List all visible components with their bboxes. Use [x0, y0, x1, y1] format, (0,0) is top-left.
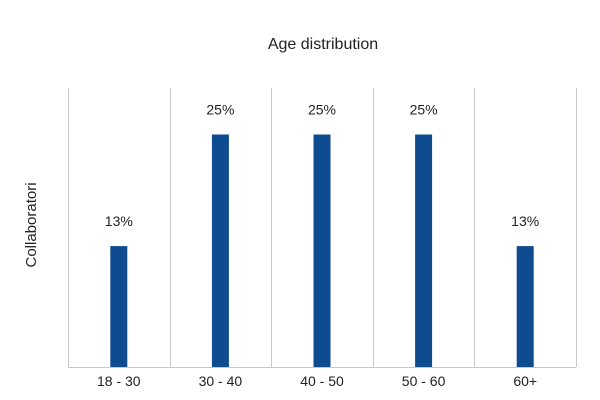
chart-title: Age distribution — [268, 36, 378, 53]
x-tick-label: 40 - 50 — [300, 373, 344, 389]
data-label: 25% — [206, 102, 234, 118]
data-label: 25% — [308, 102, 336, 118]
x-tick-label: 50 - 60 — [402, 373, 446, 389]
bar — [313, 134, 331, 367]
y-axis-label: Collaboratori — [23, 182, 40, 267]
bar — [211, 134, 229, 367]
x-tick-label: 30 - 40 — [199, 373, 243, 389]
bar — [415, 134, 433, 367]
data-label: 13% — [511, 213, 539, 229]
bar — [110, 246, 128, 367]
x-tick-label: 18 - 30 — [97, 373, 141, 389]
bars — [110, 134, 534, 367]
x-axis-ticks: 18 - 30 30 - 40 40 - 50 50 - 60 60+ — [97, 373, 537, 389]
data-labels: 13% 25% 25% 25% 13% — [105, 102, 539, 230]
grid — [68, 88, 577, 368]
bar — [516, 246, 534, 367]
data-label: 13% — [105, 213, 133, 229]
data-label: 25% — [410, 102, 438, 118]
x-tick-label: 60+ — [513, 373, 537, 389]
